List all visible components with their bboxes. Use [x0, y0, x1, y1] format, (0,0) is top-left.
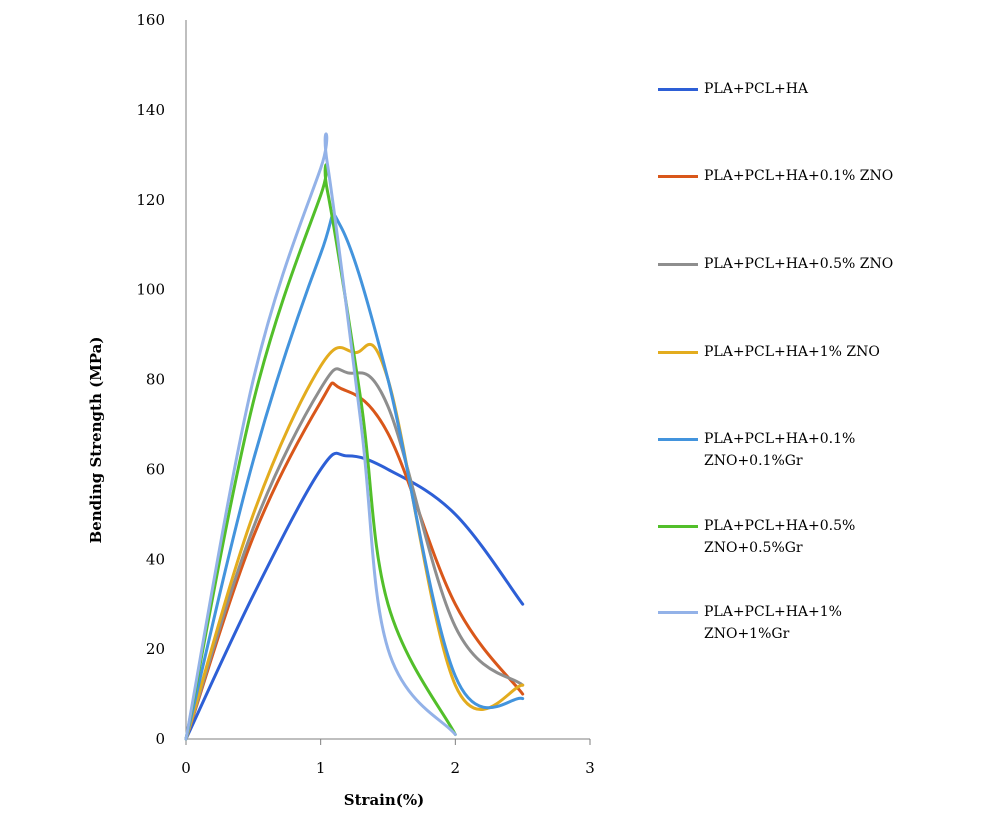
y-tick-label: 20: [146, 640, 165, 658]
legend-swatch: [658, 263, 698, 266]
y-tick-label: 140: [136, 101, 165, 119]
legend-item: PLA+PCL+HA+0.5% ZNO: [658, 253, 924, 275]
x-tick-label: 1: [316, 759, 326, 777]
legend-swatch: [658, 175, 698, 178]
x-axis-title: Strain(%): [344, 791, 424, 809]
x-tick-label: 2: [451, 759, 461, 777]
legend-swatch: [658, 351, 698, 354]
legend-item: PLA+PCL+HA+0.1% ZNO+0.1%Gr: [658, 428, 924, 472]
x-axis-tick-marks: [185, 739, 591, 745]
legend-item: PLA+PCL+HA+0.5% ZNO+0.5%Gr: [658, 515, 924, 559]
legend-swatch: [658, 611, 698, 614]
legend-label: PLA+PCL+HA+0.5% ZNO+0.5%Gr: [704, 518, 856, 556]
series-line-7: [184, 132, 457, 741]
y-tick-label: 0: [155, 730, 165, 748]
y-tick-label: 40: [146, 550, 165, 568]
series-line-5: [184, 212, 525, 741]
y-axis-tick-labels: 0 20 40 60 80 100 120 140 160: [136, 11, 165, 748]
series-line-2: [184, 381, 525, 741]
series-line-6: [184, 163, 457, 741]
legend-swatch: [658, 525, 698, 528]
legend-item: PLA+PCL+HA: [658, 78, 924, 100]
legend-label: PLA+PCL+HA+0.1% ZNO: [704, 168, 894, 184]
x-tick-label: 3: [585, 759, 595, 777]
legend-label: PLA+PCL+HA+0.5% ZNO: [704, 256, 894, 272]
y-tick-label: 100: [136, 281, 165, 299]
y-tick-label: 120: [136, 191, 165, 209]
series-line-3: [184, 367, 525, 741]
x-tick-label: 0: [181, 759, 191, 777]
legend-swatch: [658, 438, 698, 441]
y-tick-label: 160: [136, 11, 165, 29]
legend-item: PLA+PCL+HA+1% ZNO+1%Gr: [658, 601, 924, 645]
y-axis-title: Bending Strength (MPa): [87, 337, 105, 544]
legend-label: PLA+PCL+HA+0.1% ZNO+0.1%Gr: [704, 431, 856, 469]
y-tick-label: 80: [146, 371, 165, 389]
legend-item: PLA+PCL+HA+0.1% ZNO: [658, 165, 924, 187]
plot-lines: [184, 132, 525, 741]
legend-label: PLA+PCL+HA+1% ZNO+1%Gr: [704, 604, 842, 642]
y-tick-label: 60: [146, 460, 165, 478]
series-line-4: [184, 342, 525, 741]
legend-label: PLA+PCL+HA+1% ZNO: [704, 344, 880, 360]
legend-swatch: [658, 88, 698, 91]
legend-item: PLA+PCL+HA+1% ZNO: [658, 341, 924, 363]
x-axis-tick-labels: 0 1 2 3: [181, 759, 595, 777]
series-line-1: [184, 451, 525, 741]
legend-label: PLA+PCL+HA: [704, 81, 809, 97]
